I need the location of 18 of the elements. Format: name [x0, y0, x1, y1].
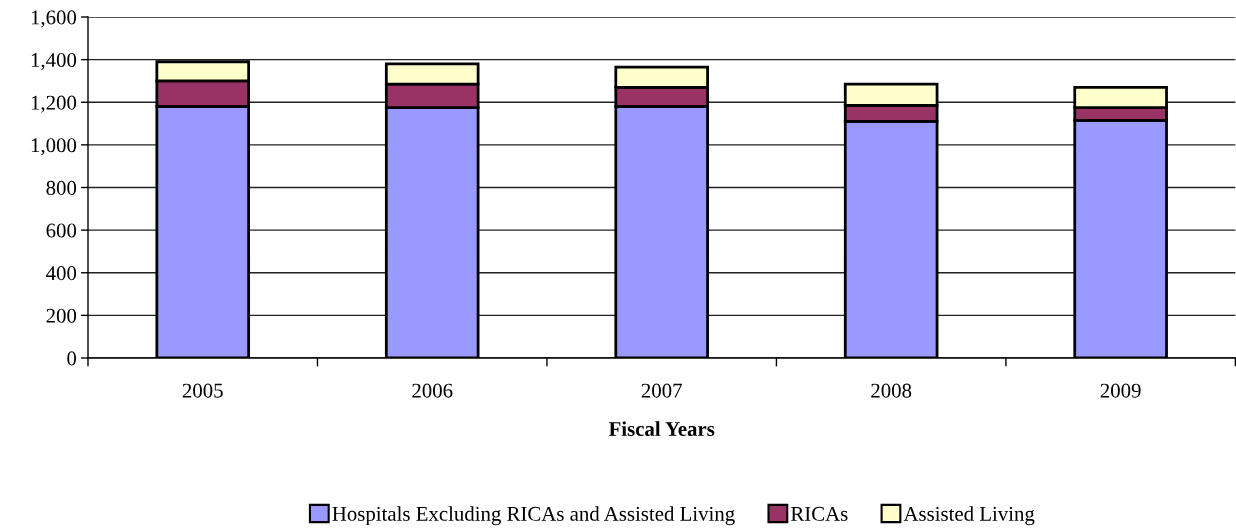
legend-label: Assisted Living [903, 506, 1035, 526]
legend-label: Hospitals Excluding RICAs and Assisted Living [332, 506, 735, 526]
x-tick-label: 2009 [1100, 383, 1141, 398]
x-tick-label: 2007 [641, 383, 682, 398]
x-tick-label: 2006 [412, 383, 453, 398]
y-tick-label: 400 [46, 266, 77, 281]
x-tick-label: 2008 [871, 383, 912, 398]
y-tick-label: 1,400 [31, 53, 77, 71]
x-tick-label: 2005 [182, 383, 223, 398]
legend-label: RICAs [790, 506, 848, 521]
y-tick-label: 800 [46, 180, 77, 195]
y-tick-label: 1,200 [31, 95, 77, 113]
x-axis-title: Fiscal Years [608, 421, 715, 436]
y-tick-label: 1,600 [31, 10, 77, 28]
y-tick-label: 0 [67, 351, 77, 366]
y-tick-label: 200 [46, 308, 77, 323]
y-tick-label: 600 [46, 223, 77, 238]
y-tick-label: 1,000 [31, 138, 77, 156]
